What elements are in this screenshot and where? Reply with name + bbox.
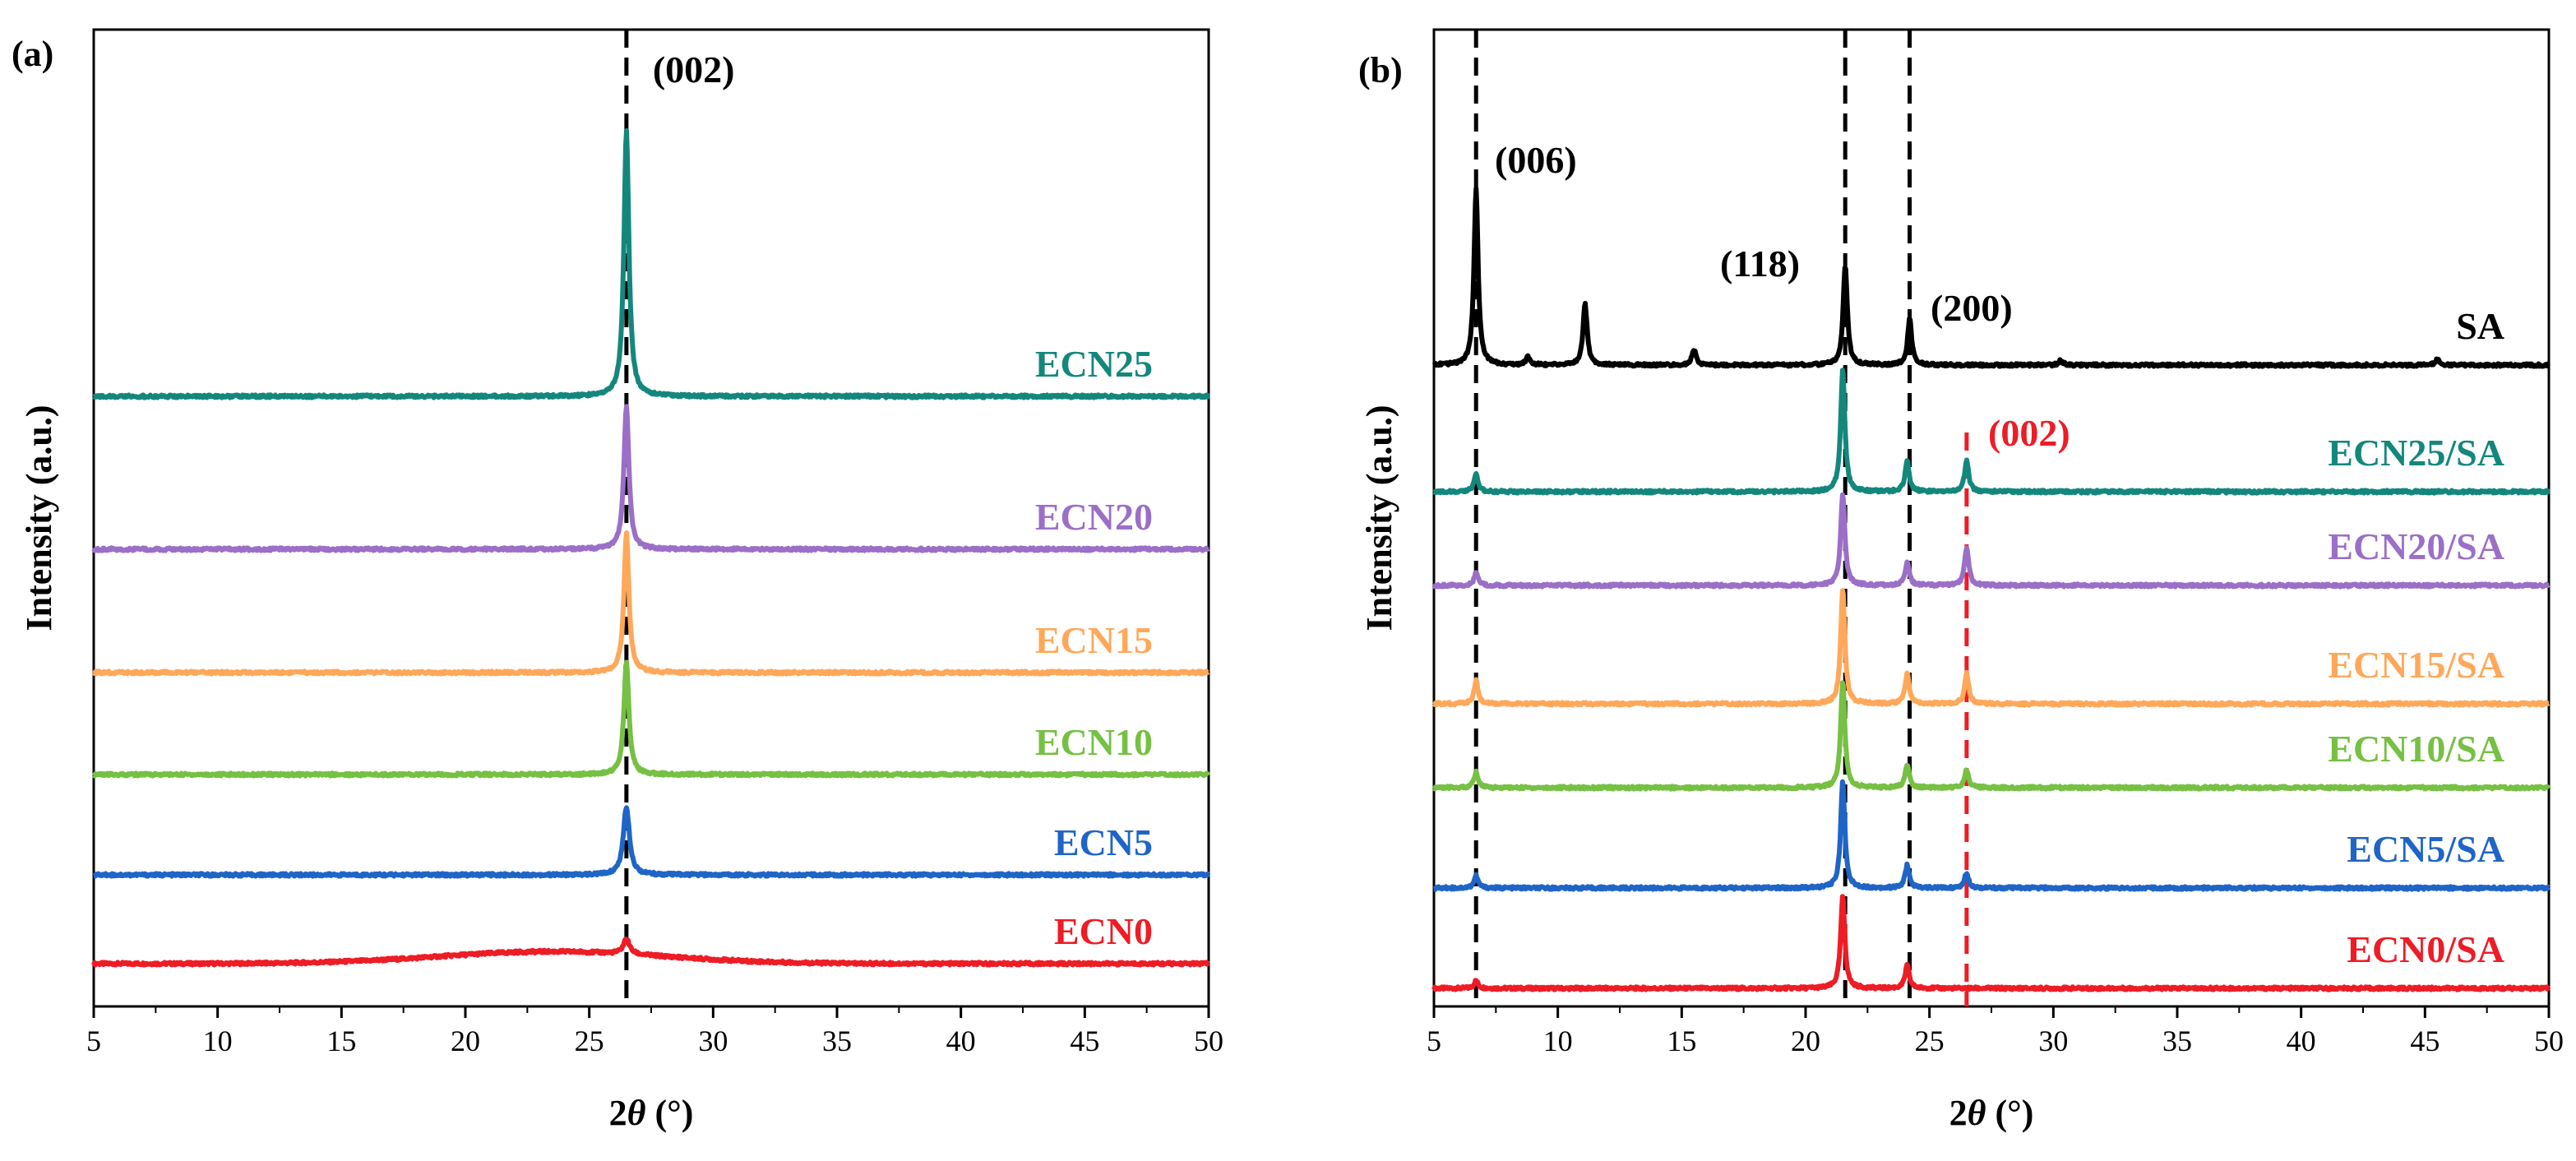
series-line-ecn0 bbox=[91, 937, 1210, 968]
series-line-sa bbox=[1431, 186, 2551, 369]
series-label-ecn15-sa: ECN15/SA bbox=[2328, 644, 2504, 686]
series-label-ecn5-sa: ECN5/SA bbox=[2347, 828, 2504, 870]
series-line-ecn15 bbox=[91, 530, 1210, 677]
series-line-ecn25-sa bbox=[1432, 368, 2551, 496]
x-tick-label-5: 5 bbox=[1427, 1025, 1441, 1057]
series-line-ecn5 bbox=[92, 805, 1210, 879]
series-label-ecn25: ECN25 bbox=[1035, 343, 1153, 385]
peak-annotation-200: (200) bbox=[1931, 287, 2013, 329]
x-tick-label-5: 5 bbox=[86, 1025, 101, 1057]
x-tick-label-40: 40 bbox=[946, 1025, 976, 1057]
series-line-ecn10 bbox=[92, 659, 1211, 779]
x-tick-label-10: 10 bbox=[203, 1025, 233, 1057]
x-tick-label-20: 20 bbox=[1791, 1025, 1820, 1057]
x-tick-label-50: 50 bbox=[2534, 1025, 2564, 1057]
x-tick-label-45: 45 bbox=[2410, 1025, 2440, 1057]
series-label-ecn0-sa: ECN0/SA bbox=[2347, 928, 2504, 970]
x-axis-title: 2θ (°) bbox=[1949, 1093, 2034, 1133]
y-axis-title: Intensity (a.u.) bbox=[1359, 405, 1399, 631]
peak-annotation-002: (002) bbox=[653, 49, 735, 90]
x-tick-label-30: 30 bbox=[698, 1025, 728, 1057]
x-tick-label-15: 15 bbox=[326, 1025, 356, 1057]
series-line-ecn5-sa bbox=[1432, 779, 2551, 892]
x-tick-label-10: 10 bbox=[1543, 1025, 1573, 1057]
series-line-ecn20 bbox=[91, 404, 1210, 553]
series-line-ecn25 bbox=[92, 127, 1210, 400]
panel-label: (a) bbox=[12, 34, 53, 74]
x-tick-label-45: 45 bbox=[1070, 1025, 1099, 1057]
series-line-ecn0-sa bbox=[1431, 894, 2551, 992]
x-tick-label-30: 30 bbox=[2038, 1025, 2068, 1057]
series-label-ecn10: ECN10 bbox=[1035, 721, 1153, 763]
series-label-ecn0: ECN0 bbox=[1054, 910, 1153, 952]
peak-annotation-002: (002) bbox=[1988, 412, 2070, 454]
x-tick-label-35: 35 bbox=[2162, 1025, 2192, 1057]
series-label-sa: SA bbox=[2456, 305, 2504, 347]
x-tick-label-20: 20 bbox=[451, 1025, 480, 1057]
series-label-ecn25-sa: ECN25/SA bbox=[2328, 432, 2504, 474]
series-label-ecn5: ECN5 bbox=[1054, 821, 1153, 863]
series-label-ecn20: ECN20 bbox=[1035, 496, 1153, 538]
panel-b: 5 10 15 20 25 30 35 40 45 50 (006) (118) (200) (002)… bbox=[1358, 28, 2564, 1133]
x-tick-label-35: 35 bbox=[822, 1025, 852, 1057]
series-label-ecn20-sa: ECN20/SA bbox=[2328, 525, 2504, 567]
x-axis-title: 2θ (°) bbox=[609, 1093, 694, 1133]
y-axis-title: Intensity (a.u.) bbox=[19, 405, 59, 631]
x-tick-label-15: 15 bbox=[1667, 1025, 1696, 1057]
panel-label: (b) bbox=[1358, 50, 1403, 90]
series-label-ecn15: ECN15 bbox=[1035, 619, 1153, 661]
x-tick-label-25: 25 bbox=[575, 1025, 604, 1057]
series-line-ecn15-sa bbox=[1431, 588, 2551, 708]
x-tick-label-40: 40 bbox=[2287, 1025, 2316, 1057]
x-tick-label-25: 25 bbox=[1915, 1025, 1945, 1057]
series-line-ecn10-sa bbox=[1432, 680, 2551, 792]
peak-annotation-006: (006) bbox=[1495, 139, 1577, 181]
series-line-ecn20-sa bbox=[1431, 492, 2551, 590]
panel-a: 5 10 15 20 25 30 35 40 45 50 (002) ECN0 ECN5 ECN10 E… bbox=[12, 28, 1223, 1133]
x-tick-label-50: 50 bbox=[1194, 1025, 1223, 1057]
peak-annotation-118: (118) bbox=[1720, 243, 1800, 284]
series-label-ecn10-sa: ECN10/SA bbox=[2328, 728, 2504, 770]
